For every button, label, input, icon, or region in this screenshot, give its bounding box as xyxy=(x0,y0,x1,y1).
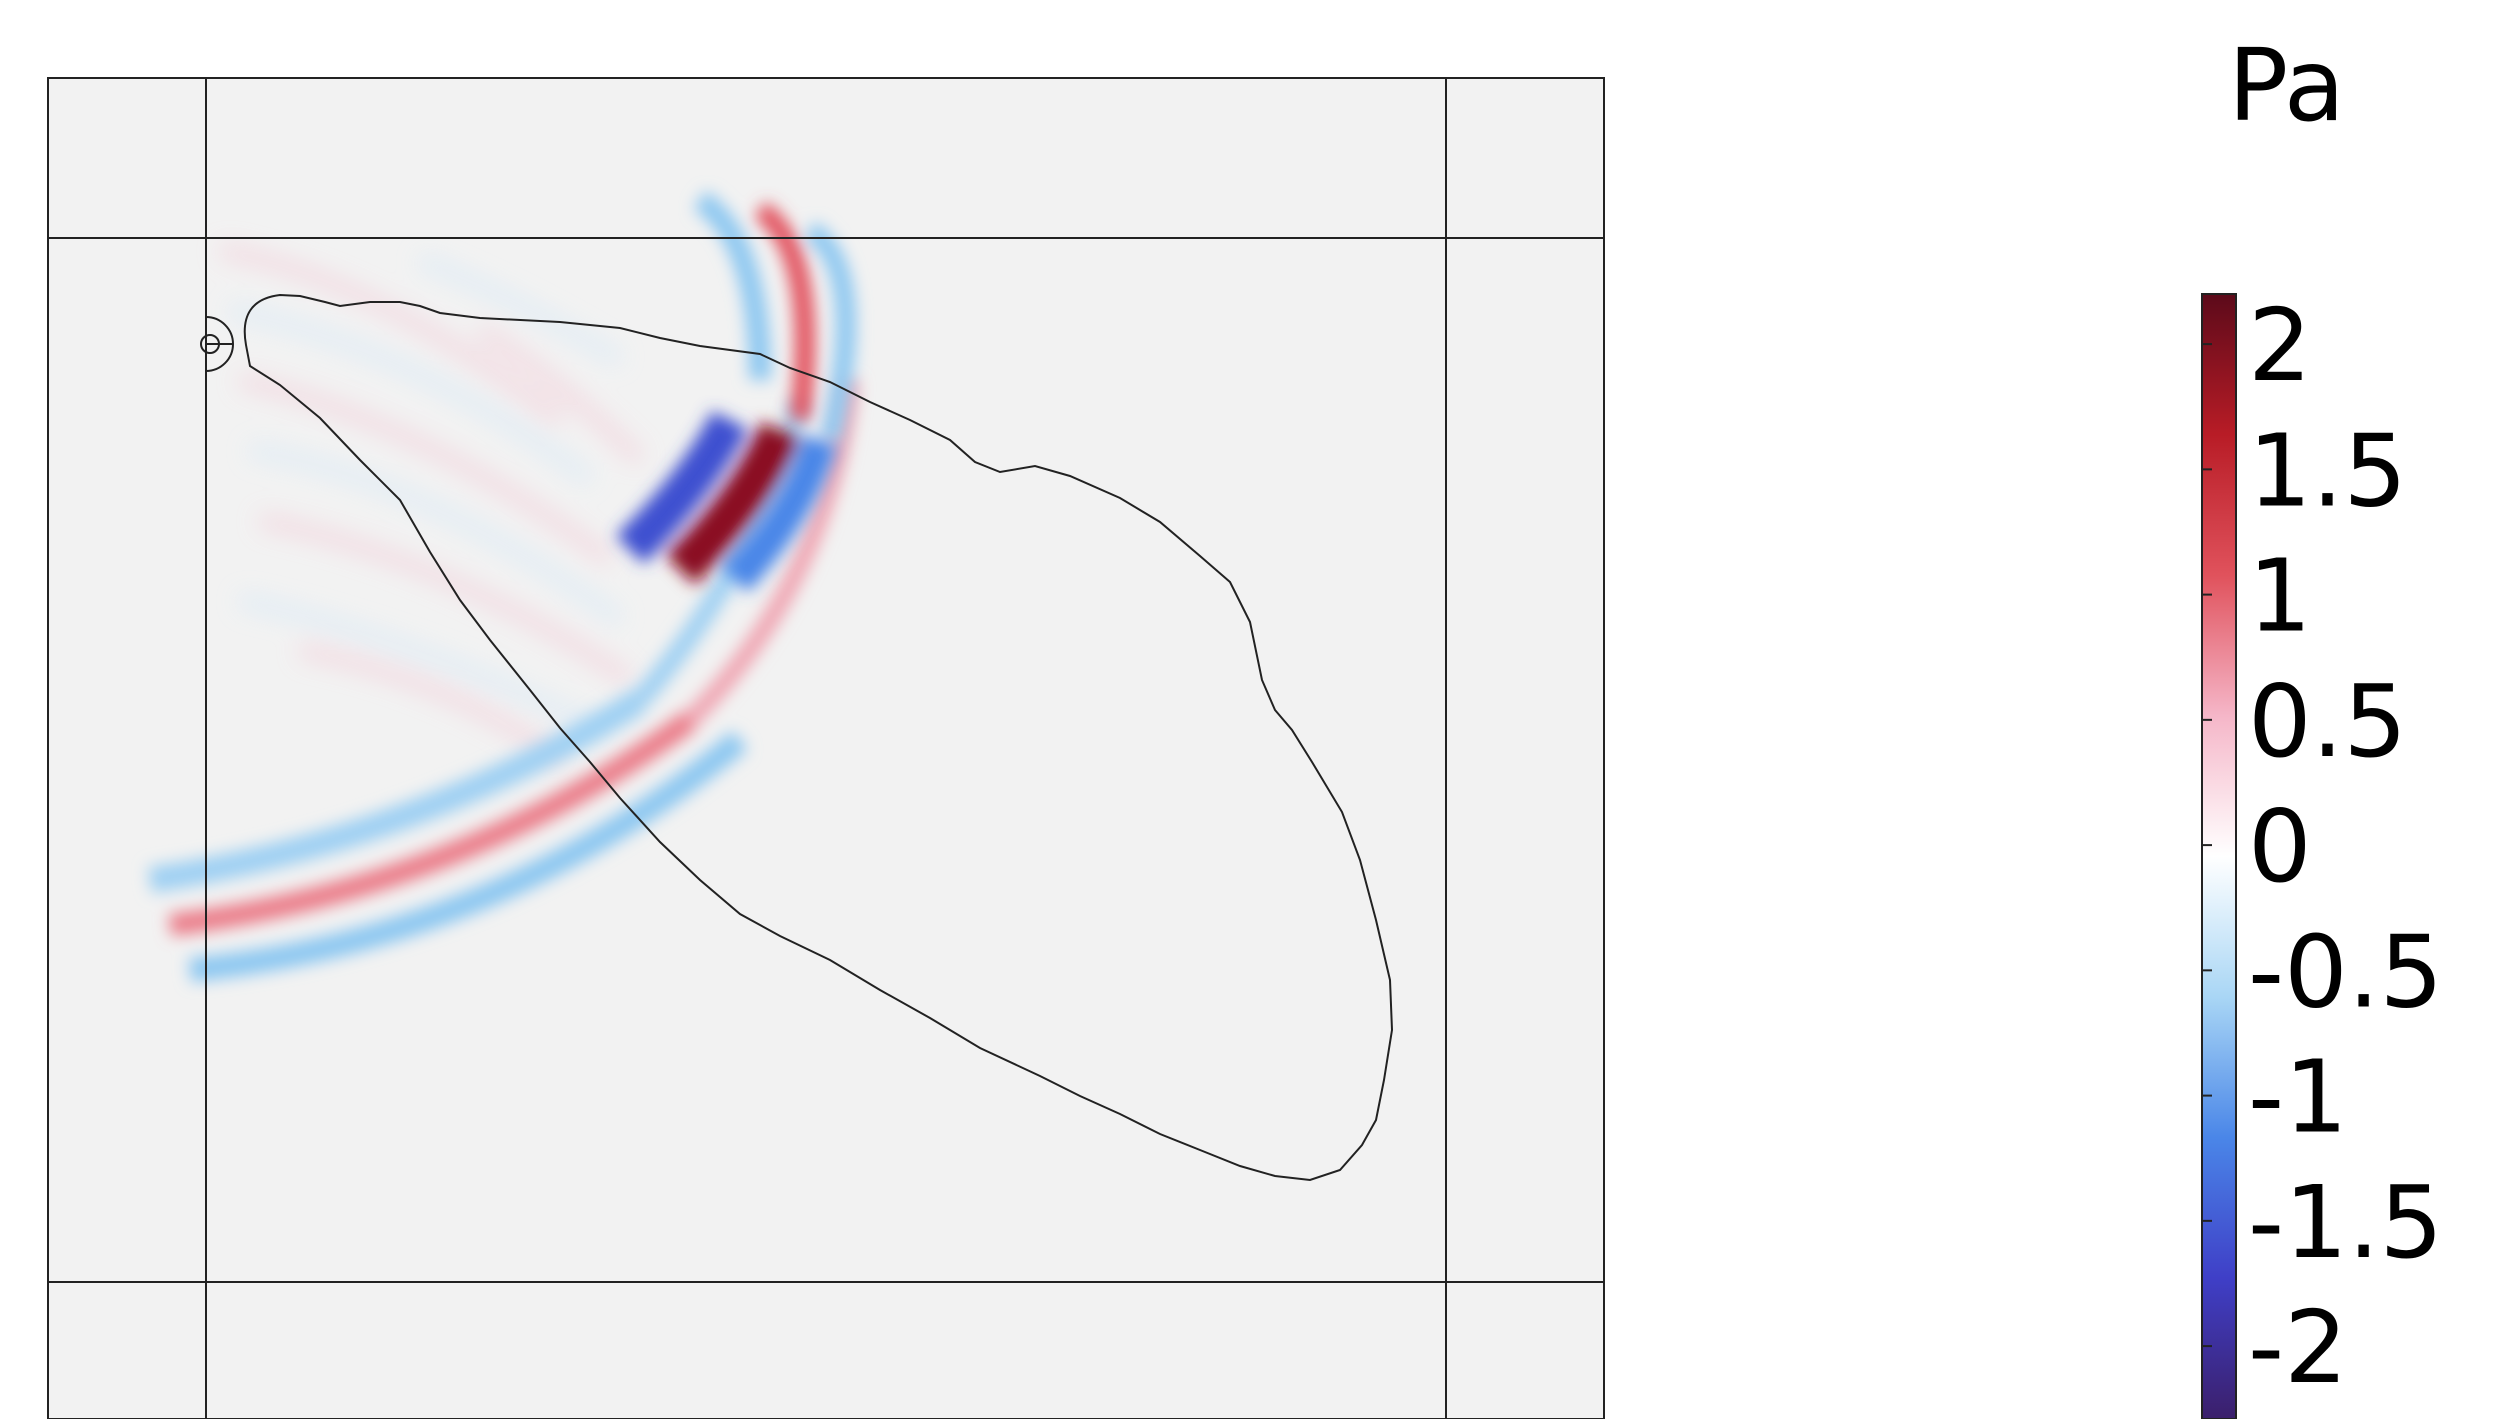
colorbar-unit-label: Pa xyxy=(2228,27,2345,144)
colorbar-tick-label: 0 xyxy=(2248,788,2312,905)
colorbar-tick-label: 1 xyxy=(2248,538,2312,655)
wave-field xyxy=(148,190,859,982)
colorbar-tick-label: -0.5 xyxy=(2248,913,2443,1030)
colorbar-tick-label: -2 xyxy=(2248,1289,2348,1406)
object-outline xyxy=(243,293,1394,1182)
domain-partition-lines xyxy=(48,78,1604,1419)
colorbar-tick-label: -1.5 xyxy=(2248,1164,2443,1281)
colorbar-ticks: 21.510.50-0.5-1-1.5-2 xyxy=(2202,287,2443,1406)
colorbar-tick-label: 2 xyxy=(2248,287,2312,404)
colorbar-tick-label: 1.5 xyxy=(2248,412,2407,529)
domain-background xyxy=(47,77,1605,1419)
source-transducer xyxy=(200,316,234,372)
colorbar-tick-label: 0.5 xyxy=(2248,663,2407,780)
focal-region xyxy=(615,410,838,593)
upper-wavefront xyxy=(693,190,856,443)
colorbar: Pa 21.510.50-0.5-1-1.5-2 xyxy=(2201,27,2443,1419)
colorbar-tick-label: -1 xyxy=(2248,1039,2348,1156)
colorbar-gradient xyxy=(2201,293,2237,1419)
